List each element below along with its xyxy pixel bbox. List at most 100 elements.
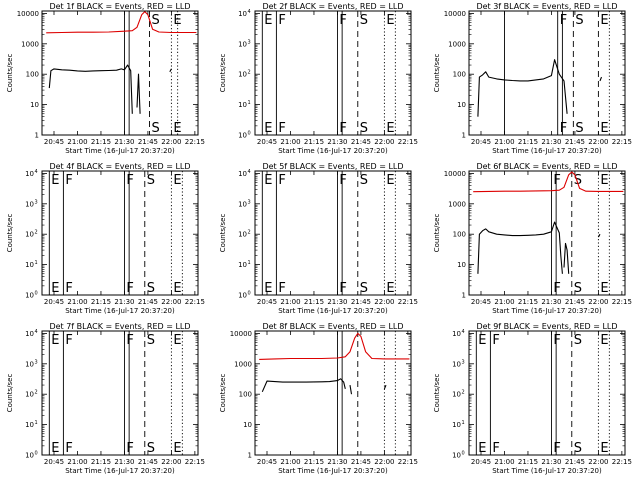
y-axis-label: Counts/sec (433, 374, 441, 413)
y-tick-label: 100 (453, 231, 466, 239)
x-tick-label: 21:45 (138, 138, 158, 146)
marker-label-top: F (65, 173, 72, 188)
y-tick-label: 10000 (444, 170, 466, 178)
marker-label-top: S (574, 333, 582, 348)
y-tick-label: 10 (452, 452, 461, 460)
marker-label-top: S (360, 173, 368, 188)
marker-label-bottom: F (65, 281, 72, 296)
series-line-events (563, 242, 570, 274)
y-tick-label: 100 (453, 71, 466, 79)
y-tick-label: 1000 (234, 360, 252, 368)
x-tick-label: 22:15 (398, 138, 418, 146)
marker-label-top: F (126, 173, 133, 188)
y-tick-label: 10 (25, 421, 34, 429)
marker-label-top: F (278, 173, 285, 188)
panel-det-1: Det 1f BLACK = Events, RED = LLD Start Ti… (6, 2, 205, 155)
marker-label-top: S (574, 173, 582, 188)
series-line-events (599, 76, 603, 82)
y-tick-exponent: 2 (35, 390, 38, 396)
x-tick-label: 22:00 (588, 138, 608, 146)
panel-title: Det 9f BLACK = Events, RED = LLD (476, 322, 617, 331)
x-tick-label: 21:45 (565, 298, 585, 306)
panel-title: Det 1f BLACK = Events, RED = LLD (49, 2, 190, 11)
y-tick-label: 1 (35, 132, 39, 140)
y-tick-label: 10 (25, 170, 34, 178)
panel-title: Det 3f BLACK = Events, RED = LLD (476, 2, 617, 11)
marker-label-top: F (560, 13, 567, 28)
y-tick-exponent: 3 (248, 39, 251, 45)
y-tick-label: 1000 (21, 40, 39, 48)
panel-det-8: Det 8f BLACK = Events, RED = LLD Start Ti… (219, 322, 418, 475)
x-tick-label: 21:45 (565, 138, 585, 146)
y-tick-label: 10 (452, 391, 461, 399)
marker-label-top: F (65, 333, 72, 348)
marker-label-bottom: E (264, 281, 272, 296)
x-tick-label: 21:30 (327, 458, 347, 466)
panel-title: Det 5f BLACK = Events, RED = LLD (262, 162, 403, 171)
y-tick-label: 10000 (17, 10, 39, 18)
marker-label-bottom: E (386, 121, 394, 136)
marker-label-top: F (553, 173, 560, 188)
y-tick-label: 100 (239, 391, 252, 399)
series-line-events (48, 64, 133, 114)
y-tick-label: 10 (457, 261, 466, 269)
x-tick-label: 21:30 (327, 138, 347, 146)
series-line-events (597, 233, 601, 238)
x-tick-label: 21:15 (304, 458, 324, 466)
y-tick-exponent: 0 (248, 131, 251, 137)
y-tick-label: 1 (462, 132, 466, 140)
x-tick-label: 21:00 (67, 298, 87, 306)
series-line-lld (259, 332, 410, 360)
panel-det-4: Det 4f BLACK = Events, RED = LLD Start Ti… (6, 162, 205, 315)
y-tick-label: 10000 (444, 10, 466, 18)
panel-title: Det 8f BLACK = Events, RED = LLD (262, 322, 403, 331)
marker-label-bottom: E (600, 121, 608, 136)
plot-frame (254, 170, 412, 296)
x-tick-label: 21:00 (67, 458, 87, 466)
marker-label-bottom: E (173, 441, 181, 456)
marker-label-bottom: F (278, 281, 285, 296)
series-line-events (349, 385, 353, 395)
y-axis-label: Counts/sec (219, 374, 227, 413)
plot-frame (254, 10, 412, 136)
marker-label-top: S (147, 173, 155, 188)
marker-label-bottom: E (173, 281, 181, 296)
series-line-events (383, 384, 387, 390)
marker-label-top: E (173, 333, 181, 348)
y-axis-label: Counts/sec (219, 214, 227, 253)
x-tick-label: 20:45 (44, 458, 64, 466)
x-tick-label: 20:45 (44, 138, 64, 146)
y-tick-label: 10 (25, 330, 34, 338)
y-tick-exponent: 2 (248, 70, 251, 76)
x-tick-label: 22:15 (398, 298, 418, 306)
x-tick-label: 20:45 (257, 458, 277, 466)
marker-label-bottom: S (151, 121, 159, 136)
marker-label-bottom: E (386, 281, 394, 296)
marker-label-bottom: E (600, 281, 608, 296)
y-tick-label: 10 (238, 101, 247, 109)
marker-label-top: F (339, 13, 346, 28)
x-tick-label: 21:30 (327, 298, 347, 306)
x-tick-label: 22:00 (161, 298, 181, 306)
y-tick-label: 10 (238, 292, 247, 300)
y-tick-label: 10 (238, 132, 247, 140)
marker-label-top: F (278, 13, 285, 28)
marker-label-bottom: F (126, 281, 133, 296)
x-tick-label: 21:15 (518, 458, 538, 466)
panel-det-9: Det 9f BLACK = Events, RED = LLD Start Ti… (433, 322, 632, 475)
y-tick-label: 1000 (448, 200, 466, 208)
x-tick-label: 20:45 (471, 458, 491, 466)
marker-label-bottom: S (574, 441, 582, 456)
y-tick-exponent: 1 (35, 260, 38, 266)
x-tick-label: 22:15 (185, 138, 205, 146)
x-tick-label: 21:45 (351, 458, 371, 466)
x-tick-label: 21:30 (541, 458, 561, 466)
x-tick-label: 22:00 (588, 458, 608, 466)
marker-label-top: S (147, 333, 155, 348)
y-tick-label: 1 (248, 452, 252, 460)
x-tick-label: 21:30 (114, 298, 134, 306)
marker-label-bottom: S (575, 121, 583, 136)
y-tick-exponent: 2 (248, 230, 251, 236)
marker-label-bottom: F (339, 121, 346, 136)
